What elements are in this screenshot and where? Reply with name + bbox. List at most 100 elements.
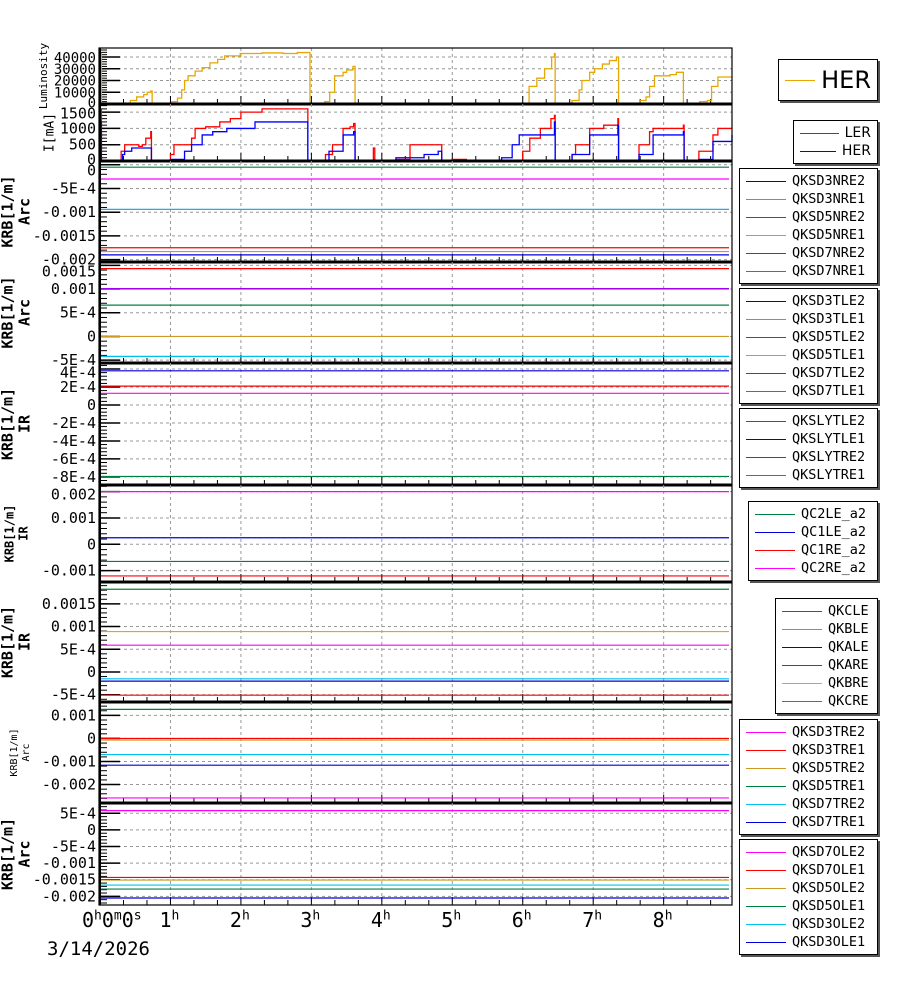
y-tick-label: -5E-4 bbox=[51, 686, 96, 704]
y-axis-label: I[mA] bbox=[43, 113, 58, 152]
x-tick-text: 3h bbox=[300, 908, 321, 932]
y-tick-label: -5E-4 bbox=[51, 351, 96, 369]
x-tick-label: 5h5h bbox=[441, 908, 461, 932]
y-axis-label: KRB[1/m] bbox=[0, 175, 17, 247]
y-tick-label: 0 bbox=[87, 396, 96, 414]
y-tick-label: 0.001 bbox=[51, 280, 96, 298]
legend-label: QKSD5OLE2 bbox=[792, 880, 866, 896]
legend-panel-4: QKSLYTLE2 QKSLYTLE1 QKSLYTRE2 QKSLYTRE1 bbox=[739, 408, 878, 488]
x-tick-text: 2h bbox=[229, 908, 250, 932]
y-tick-label: -0.002 bbox=[42, 887, 96, 905]
y-tick-label: -2E-4 bbox=[51, 414, 96, 432]
y-tick-label: 0.001 bbox=[51, 509, 96, 527]
legend-label: QKSD3TLE2 bbox=[792, 293, 866, 309]
legend-entry: QKSD3TLE1 bbox=[746, 310, 871, 328]
legend-entry: QKSD5OLE2 bbox=[746, 879, 871, 897]
legend-entry: QKSD5TRE1 bbox=[746, 777, 871, 795]
legend-entry: QKSD3OLE1 bbox=[746, 933, 871, 951]
legend-swatch bbox=[746, 869, 786, 871]
y-tick-label: 1500 bbox=[60, 105, 96, 123]
legend-swatch bbox=[782, 682, 822, 684]
legend-swatch bbox=[746, 803, 786, 805]
legend-swatch bbox=[746, 474, 786, 476]
y-tick-label: 5E-4 bbox=[60, 304, 96, 322]
legend-label: QKSD3OLE2 bbox=[792, 916, 866, 932]
y-axis-label: KRB[1/m] bbox=[0, 818, 17, 890]
legend-entry: QKSD7OLE1 bbox=[746, 861, 871, 879]
legend-panel-5: QC2LE_a2 QC1LE_a2 QC1RE_a2 QC2RE_a2 bbox=[748, 501, 878, 581]
legend-panel-8: QKSD7OLE2 QKSD7OLE1 QKSD5OLE2 QKSD5OLE1 QKSD… bbox=[739, 839, 878, 955]
legend-label: QKSD7NRE2 bbox=[792, 245, 866, 261]
x-tick-text: 8h bbox=[652, 908, 673, 932]
legend-swatch bbox=[746, 372, 786, 374]
legend-label: QKSD3NRE1 bbox=[792, 191, 866, 207]
y-tick-label: -0.001 bbox=[42, 854, 96, 872]
legend-swatch bbox=[746, 336, 786, 338]
legend-entry: QKSD3NRE1 bbox=[746, 190, 871, 208]
legend-swatch bbox=[746, 216, 786, 218]
y-tick-label: -6E-4 bbox=[51, 450, 96, 468]
y-tick-label: 0.002 bbox=[51, 486, 96, 504]
legend-entry: QKSD7TLE2 bbox=[746, 364, 871, 382]
x-tick-text: 6h bbox=[511, 908, 532, 932]
legend-entry: QC2LE_a2 bbox=[755, 505, 871, 523]
legend-label: QKSD7OLE1 bbox=[792, 862, 866, 878]
series-line-LER bbox=[100, 108, 732, 162]
y-axis-label: Arc bbox=[16, 299, 34, 326]
y-tick-label: 0 bbox=[88, 96, 96, 112]
legend-entry: QKSD7NRE1 bbox=[746, 262, 871, 280]
legend-label: QC2RE_a2 bbox=[801, 560, 867, 576]
legend-panel-2: QKSD3NRE2 QKSD3NRE1 QKSD5NRE2 QKSD5NRE1 QKSD… bbox=[739, 168, 878, 284]
legend-label: QKSD5TLE2 bbox=[792, 329, 866, 345]
legend-entry: QKSD3OLE2 bbox=[746, 915, 871, 933]
panel-2: 0-5E-4 -0.001 -0.0015 -0.002 KRB[1/m] Arc bbox=[0, 161, 732, 269]
legend-label: HER bbox=[841, 143, 871, 159]
legend-entry: QKSD3TLE2 bbox=[746, 292, 871, 310]
y-axis-label: IR bbox=[16, 632, 34, 651]
y-tick-label: 4E-4 bbox=[60, 364, 96, 382]
x-tick-label: 3h3h bbox=[300, 908, 320, 932]
legend-label: HER bbox=[821, 66, 871, 94]
panel-5: 0.002 0.001 0 -0.001 KRB[1/m] IR bbox=[3, 485, 732, 584]
legend-entry: QKSD5TLE2 bbox=[746, 328, 871, 346]
legend-swatch bbox=[782, 646, 822, 648]
legend-label: QKSLYTLE1 bbox=[792, 431, 866, 447]
legend-swatch bbox=[746, 905, 786, 907]
x-tick-label: 7h7h bbox=[582, 908, 602, 932]
legend-label: QKBLE bbox=[828, 621, 869, 637]
legend-entry: QKSD7TLE1 bbox=[746, 382, 871, 400]
legend-swatch bbox=[746, 234, 786, 236]
legend-entry: QC1RE_a2 bbox=[755, 541, 871, 559]
y-axis-label: KRB[1/m] bbox=[0, 276, 17, 348]
legend-swatch bbox=[746, 390, 786, 392]
legend-label: QC2LE_a2 bbox=[801, 506, 867, 522]
legend-label: QKSD3TLE1 bbox=[792, 311, 866, 327]
y-tick-label: 0.0015 bbox=[42, 263, 96, 281]
legend-entry: QKSD5TLE1 bbox=[746, 346, 871, 364]
legend-swatch bbox=[746, 354, 786, 356]
y-axis-label: KRB[1/m] bbox=[9, 728, 20, 776]
y-tick-label: -4E-4 bbox=[51, 432, 96, 450]
legend-swatch bbox=[746, 438, 786, 440]
y-tick-label: 0 bbox=[87, 162, 96, 180]
y-tick-label: 0 bbox=[87, 151, 96, 169]
legend-panel-0: HER bbox=[778, 59, 878, 101]
series-line-HER bbox=[100, 51, 732, 105]
legend-label: QKARE bbox=[828, 657, 869, 673]
legend-entry: QKBRE bbox=[782, 674, 871, 692]
y-tick-label: -0.001 bbox=[42, 752, 96, 770]
y-tick-label: 0 bbox=[87, 327, 96, 345]
legend-label: QKSD3TRE1 bbox=[792, 742, 866, 758]
legend-entry: HER bbox=[800, 142, 871, 160]
legend-swatch bbox=[746, 923, 786, 925]
legend-swatch bbox=[746, 252, 786, 254]
x-tick-label: 2h2h bbox=[230, 908, 250, 932]
legend-entry: QKALE bbox=[782, 638, 871, 656]
legend-label: QKSD7TLE2 bbox=[792, 365, 866, 381]
legend-swatch bbox=[746, 300, 786, 302]
y-axis-label: Arc bbox=[21, 743, 32, 761]
legend-entry: HER bbox=[785, 63, 871, 97]
